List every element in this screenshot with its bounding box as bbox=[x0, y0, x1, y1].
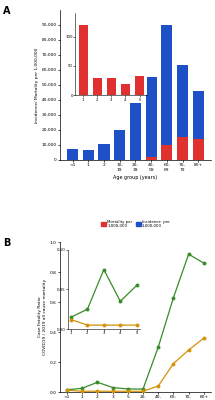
Bar bbox=[146, 78, 157, 160]
Bar bbox=[114, 130, 125, 160]
Bar bbox=[98, 144, 109, 160]
Y-axis label: Incidence/ Mortality per 1,000,000: Incidence/ Mortality per 1,000,000 bbox=[35, 47, 39, 122]
Legend: Mortality per
1,000,000, Incidence  per
1,000,000: Mortality per 1,000,000, Incidence per 1… bbox=[100, 218, 171, 230]
Text: B: B bbox=[3, 238, 10, 248]
Bar bbox=[161, 25, 172, 160]
Bar bbox=[146, 157, 157, 160]
Bar bbox=[193, 139, 204, 160]
Y-axis label: Case Fatality Ratio
COVID19 / 2019 all cause mortality: Case Fatality Ratio COVID19 / 2019 all c… bbox=[38, 279, 47, 355]
Text: A: A bbox=[3, 6, 11, 16]
Bar bbox=[177, 66, 188, 160]
Bar bbox=[161, 145, 172, 160]
X-axis label: Age group (years): Age group (years) bbox=[113, 175, 158, 180]
Bar bbox=[83, 150, 94, 160]
Bar bbox=[67, 149, 78, 160]
Bar bbox=[177, 137, 188, 160]
Bar bbox=[193, 91, 204, 160]
Bar bbox=[130, 103, 141, 160]
